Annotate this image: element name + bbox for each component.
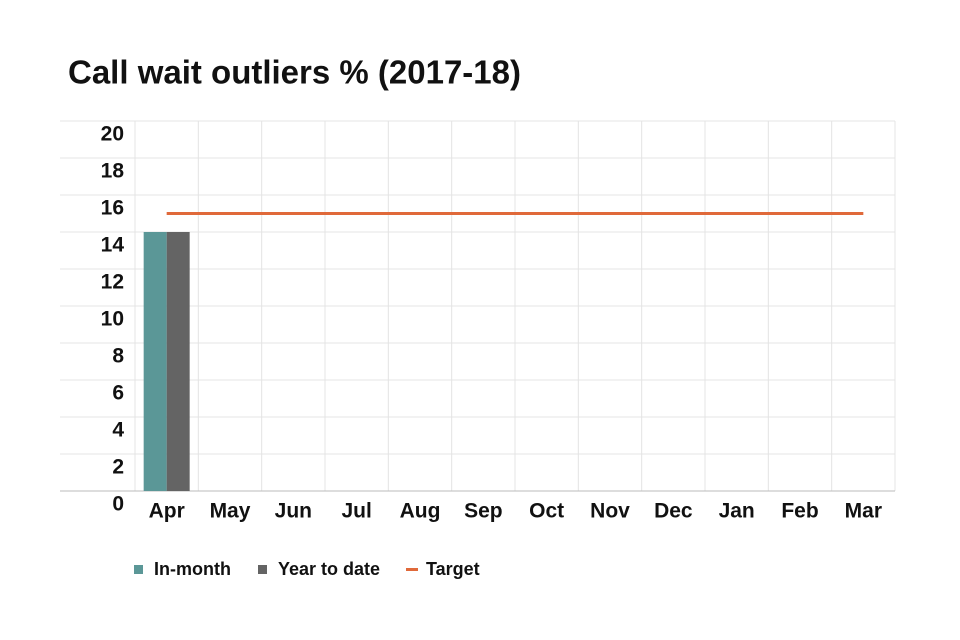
legend-swatch xyxy=(406,568,418,571)
y-tick-label: 18 xyxy=(101,160,125,183)
legend-label: Year to date xyxy=(278,559,380,579)
x-tick-label: Sep xyxy=(464,500,503,523)
x-tick-label: Jan xyxy=(719,500,755,523)
y-tick-label: 14 xyxy=(101,234,125,257)
y-tick-label: 2 xyxy=(112,456,124,479)
y-tick-label: 12 xyxy=(101,271,124,294)
y-tick-label: 0 xyxy=(112,493,124,516)
x-tick-label: Jun xyxy=(275,500,312,523)
x-tick-label: Jul xyxy=(341,500,371,523)
legend-label: In-month xyxy=(154,559,231,579)
x-tick-label: Dec xyxy=(654,500,693,523)
bar xyxy=(143,232,167,491)
y-tick-label: 10 xyxy=(101,308,124,331)
x-tick-label: Oct xyxy=(529,500,564,523)
y-tick-label: 8 xyxy=(112,345,124,368)
x-tick-label: May xyxy=(210,500,251,523)
y-tick-label: 20 xyxy=(101,123,124,146)
y-tick-label: 16 xyxy=(101,197,124,220)
chart-title: Call wait outliers % (2017-18) xyxy=(68,54,521,91)
x-tick-label: Nov xyxy=(590,500,630,523)
x-tick-label: Mar xyxy=(845,500,882,523)
y-tick-label: 4 xyxy=(112,419,124,442)
x-tick-label: Apr xyxy=(149,500,185,523)
y-tick-label: 6 xyxy=(112,382,124,405)
x-tick-label: Aug xyxy=(400,500,441,523)
bar xyxy=(166,232,190,491)
legend-label: Target xyxy=(426,559,480,579)
legend-swatch xyxy=(258,565,267,574)
legend-swatch xyxy=(134,565,143,574)
x-tick-label: Feb xyxy=(781,500,818,523)
